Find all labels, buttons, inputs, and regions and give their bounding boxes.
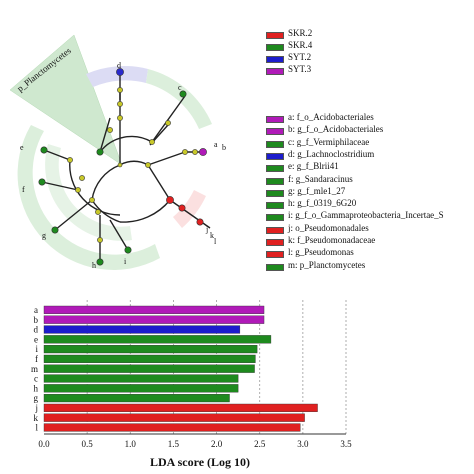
lda-category-label: l [35, 423, 38, 433]
lda-bar-l [43, 423, 301, 432]
taxa-legend-swatch [266, 177, 284, 185]
group-legend-swatch [266, 32, 284, 39]
lda-tick-label: 2.0 [211, 439, 223, 449]
node-letter-a: a [214, 140, 218, 149]
group-legend-swatch [266, 44, 284, 51]
lda-category-label: g [34, 393, 39, 403]
taxa-legend-swatch [266, 116, 284, 123]
lda-category-label: c [34, 374, 38, 384]
lda-category-label: b [34, 315, 39, 325]
lda-category-label: i [35, 344, 38, 354]
outer-ring-right-green [146, 69, 212, 129]
outer-ring-left-green [17, 125, 161, 270]
lda-bars [43, 305, 318, 432]
group-legend-swatch [266, 56, 284, 63]
taxa-legend-label: l: g_Pseudomonas [288, 247, 354, 258]
taxa-legend-swatch [266, 214, 284, 222]
lda-category-label: f [35, 354, 38, 364]
outer-ring-top-blue [86, 66, 148, 87]
taxa-legend-label: j: o_Pseudomonadales [288, 222, 369, 233]
node-letter-c: c [178, 83, 182, 92]
taxa-legend-label: c: g_f_Vermiphilaceae [288, 136, 370, 147]
taxa-legend-label: f: g_Sandaracinus [288, 173, 353, 184]
taxa-legend-swatch [266, 165, 284, 173]
lda-category-label: m [31, 364, 38, 374]
taxa-legend-swatch [266, 251, 284, 259]
node-letter-h: h [92, 261, 96, 270]
lda-category-label: k [34, 413, 39, 423]
lda-tick-label: 3.0 [297, 439, 309, 449]
lda-category-label: a [34, 305, 38, 315]
node-letter-d: d [117, 61, 121, 70]
taxa-legend-swatch [266, 189, 284, 197]
planctomycetes-clade-wedge [9, 34, 123, 166]
taxa-legend-label: d: g_Lachnoclostridium [288, 148, 375, 159]
taxa-legend-label: e: g_f_Blrii41 [288, 161, 339, 172]
lda-tick-label: 2.5 [254, 439, 266, 449]
taxa-legend-swatch [266, 140, 284, 148]
node-letter-f: f [22, 185, 25, 194]
taxa-legend-swatch [266, 239, 284, 246]
lda-category-label: d [34, 325, 39, 335]
taxa-legend-label: b: g_f_o_Acidobacteriales [288, 124, 384, 135]
lda-bar-m [43, 364, 255, 373]
cladogram-nodes [38, 68, 207, 266]
lda-bar-b [43, 315, 265, 324]
taxa-legend-label: h: g_f_0319_6G20 [288, 198, 357, 209]
lda-bar-j [43, 403, 318, 413]
lda-x-axis-label: LDA score (Log 10) [150, 455, 250, 469]
lda-tick-label: 1.5 [168, 439, 180, 449]
taxa-legend-label: k: f_Pseudomonadaceae [288, 235, 376, 245]
taxa-legend-swatch [266, 152, 284, 160]
group-legend-label: SKR.2 [288, 28, 313, 38]
taxa-legend-label: m: p_Planctomycetes [288, 259, 366, 270]
taxa-legend-swatch [266, 226, 284, 234]
taxa-legend-swatch [266, 202, 284, 210]
lda-category-label: j [34, 403, 38, 413]
taxa-legend-swatch [266, 263, 284, 271]
lda-bar-g [43, 394, 230, 403]
lda-bar-k [43, 413, 305, 422]
group-legend-label: SKR.4 [288, 40, 313, 50]
lda-category-label: h [34, 383, 39, 393]
node-letter-j: j [205, 225, 208, 234]
outer-ring-right-red [173, 190, 206, 228]
taxa-legend-swatch [266, 128, 284, 136]
lda-bar-e [43, 335, 272, 344]
taxa-legend-label: g: g_f_mle1_27 [288, 185, 346, 196]
lda-bar-a [43, 305, 265, 315]
lda-category-label: e [34, 334, 38, 344]
lda-bar-c [43, 374, 239, 383]
node-letter-l: l [214, 237, 217, 246]
lda-tick-label: 3.5 [340, 439, 352, 449]
lda-bar-d [43, 325, 241, 334]
node-letter-g: g [42, 231, 46, 240]
lda-tick-label: 1.0 [125, 439, 137, 449]
node-letter-k: k [210, 231, 214, 240]
node-letter-b: b [222, 143, 226, 152]
node-letter-e: e [20, 143, 24, 152]
group-legend-label: SYT.2 [288, 52, 312, 62]
inner-ring-left-green [45, 144, 133, 241]
lda-x-ticks: 0.0 0.5 1.0 1.5 2.0 2.5 3.0 3.5 [38, 439, 352, 449]
lda-bar-f [43, 354, 256, 364]
group-legend-swatch [266, 68, 284, 75]
taxa-legend-label: a: f_o_Acidobacteriales [288, 112, 374, 122]
node-letter-i: i [124, 257, 127, 266]
lda-bar-i [43, 345, 258, 354]
taxa-legend-label: i: g_f_o_Gammaproteobacteria_Incertae_S [288, 210, 444, 221]
lda-bar-h [43, 384, 239, 393]
lda-tick-label: 0.5 [82, 439, 94, 449]
group-legend-label: SYT.3 [288, 64, 312, 74]
lda-tick-label: 0.0 [38, 439, 50, 449]
